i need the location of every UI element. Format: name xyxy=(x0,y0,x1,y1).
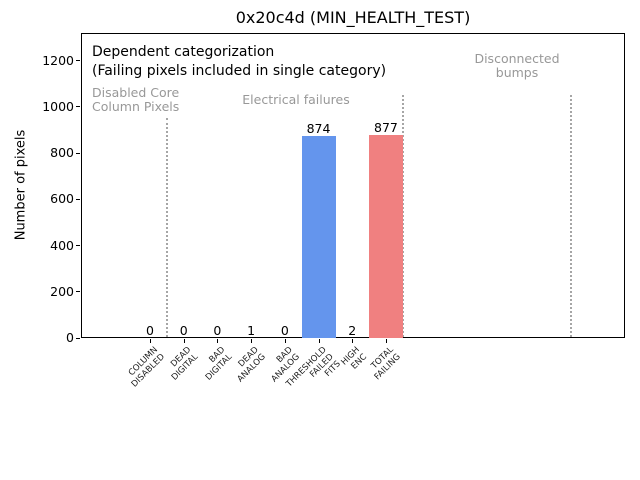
x-tick-mark xyxy=(385,339,387,343)
section-label: Electrical failures xyxy=(242,93,349,107)
bar xyxy=(368,135,403,338)
bar-value-label: 877 xyxy=(374,120,398,136)
y-tick-mark xyxy=(76,152,80,154)
bar-value-label: 0 xyxy=(146,323,154,338)
annotation-line-1: Dependent categorization xyxy=(92,44,275,60)
x-tick-label: DEAD DIGITAL xyxy=(163,345,201,383)
x-tick-label: TOTAL FAILING xyxy=(366,345,403,382)
y-tick-label: 600 xyxy=(50,191,74,207)
x-tick-mark xyxy=(251,339,253,343)
section-label-line: Disconnected xyxy=(474,51,560,66)
bar xyxy=(301,136,336,338)
bar-value-label: 0 xyxy=(179,323,188,338)
bar-value-label: 0 xyxy=(213,323,222,338)
y-tick-mark xyxy=(76,198,80,200)
bar-value-label: 874 xyxy=(306,121,331,137)
x-tick-label: BAD DIGITAL xyxy=(197,345,235,383)
section-label-line: bumps xyxy=(495,64,539,80)
chart-title: 0x20c4d (MIN_HEALTH_TEST) xyxy=(235,8,471,27)
y-tick-label: 400 xyxy=(50,237,74,253)
annotation-text: Dependent categorization (Failing pixels… xyxy=(92,43,386,81)
section-label: Disabled Core Column Pixels xyxy=(92,86,179,113)
y-tick-mark xyxy=(76,245,80,247)
y-tick-mark xyxy=(76,291,80,293)
section-label-line: Column Pixels xyxy=(92,98,180,114)
x-tick-mark xyxy=(284,339,286,343)
y-tick-label: 0 xyxy=(66,330,74,345)
y-axis-label: Number of pixels xyxy=(13,129,29,241)
bar-value-label: 0 xyxy=(280,323,289,338)
y-tick-mark xyxy=(76,106,80,108)
x-tick-label: COLUMN DISABLED xyxy=(123,345,168,390)
y-tick-label: 1000 xyxy=(42,98,74,114)
x-tick-label: HIGH ENC xyxy=(340,345,370,375)
bar-value-label: 2 xyxy=(348,322,357,338)
section-label: Disconnected bumps xyxy=(474,52,559,79)
section-label-line: Disabled Core xyxy=(92,85,180,100)
x-tick-mark xyxy=(352,339,354,343)
x-tick-label: DEAD ANALOG xyxy=(229,345,268,384)
bar-value-label: 1 xyxy=(247,322,256,338)
y-tick-label: 1200 xyxy=(42,52,74,68)
y-tick-label: 800 xyxy=(50,145,74,161)
x-tick-mark xyxy=(150,339,151,343)
section-divider xyxy=(165,118,168,337)
x-tick-mark xyxy=(183,339,185,343)
section-label-line: Electrical failures xyxy=(242,92,350,107)
y-tick-mark xyxy=(76,337,80,339)
x-tick-mark xyxy=(318,339,320,343)
y-tick-label: 200 xyxy=(50,283,74,299)
y-tick-mark xyxy=(76,60,80,62)
plot-area xyxy=(81,33,625,338)
x-tick-mark xyxy=(217,339,219,343)
annotation-line-2: (Failing pixels included in single categ… xyxy=(92,63,387,79)
section-divider xyxy=(570,95,573,337)
